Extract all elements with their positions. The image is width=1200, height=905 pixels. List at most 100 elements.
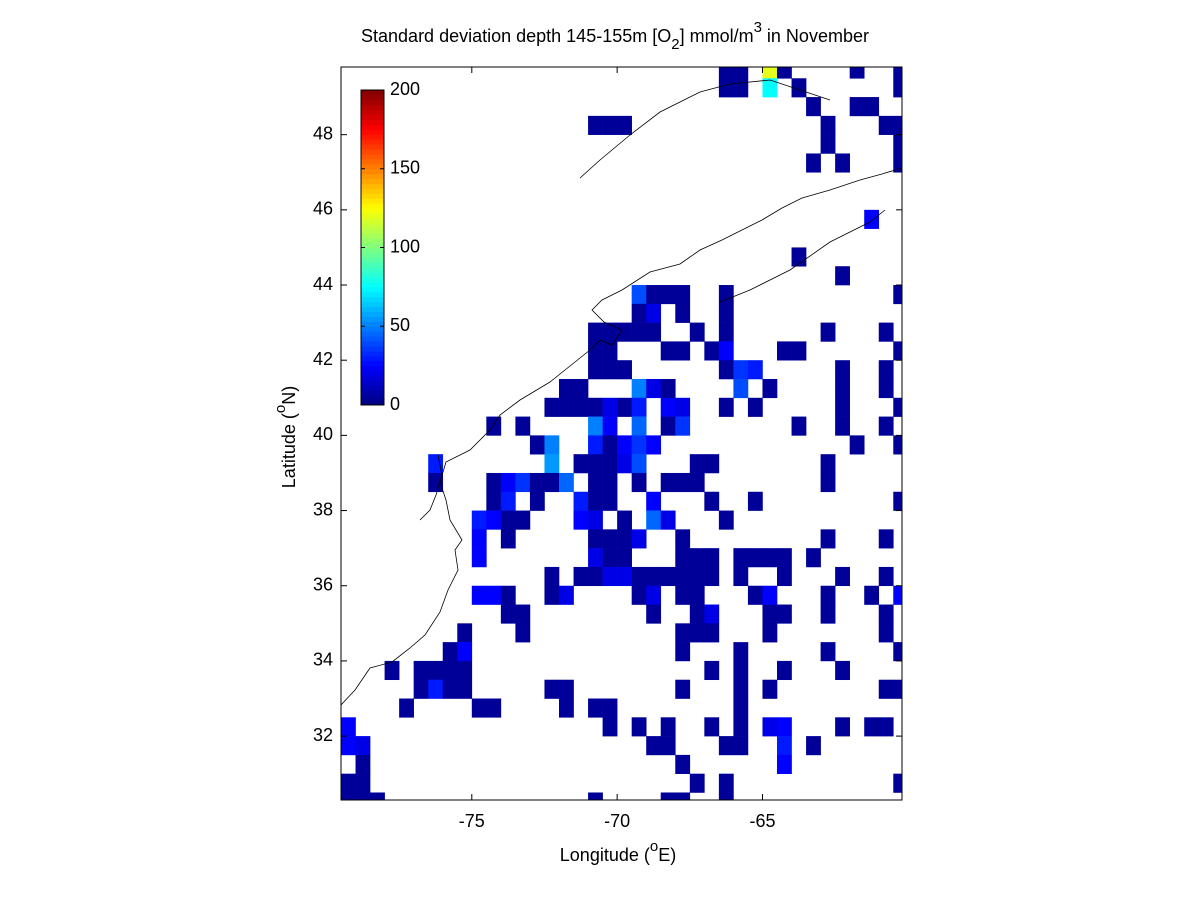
cell: [399, 698, 414, 718]
cell: [675, 566, 691, 587]
colorbar-swatch: [361, 291, 384, 298]
x-tick-label: -75: [459, 811, 485, 831]
cell: [893, 115, 902, 135]
cell: [355, 736, 371, 756]
colorbar-swatch: [361, 360, 384, 367]
colorbar-swatch: [361, 257, 384, 263]
colorbar-swatch: [361, 336, 384, 342]
cell: [675, 397, 691, 417]
y-tick-label: 44: [313, 274, 333, 294]
cell: [529, 491, 545, 511]
cell: [820, 454, 836, 474]
cell: [849, 67, 865, 79]
colorbar-swatch: [361, 198, 384, 204]
cell: [617, 548, 632, 568]
cell: [660, 792, 676, 800]
y-tick-label: 48: [313, 123, 333, 143]
cell: [617, 397, 632, 417]
colorbar-swatch: [361, 153, 384, 160]
cell: [544, 472, 560, 493]
colorbar-swatch: [361, 286, 384, 293]
colorbar-swatch: [361, 109, 384, 116]
cell: [689, 566, 705, 587]
cell: [718, 397, 734, 417]
cell: [559, 472, 574, 493]
cell: [486, 472, 502, 493]
cell: [602, 322, 618, 342]
cell: [733, 736, 749, 756]
cell: [835, 717, 850, 737]
cell: [675, 341, 691, 361]
colorbar-swatch: [361, 144, 384, 150]
cell: [486, 510, 502, 530]
cell: [588, 360, 603, 380]
colorbar-swatch: [361, 267, 384, 273]
colorbar-tick-label: 0: [390, 394, 400, 414]
cell: [733, 717, 749, 737]
cell: [457, 623, 473, 643]
colorbar-swatch: [361, 217, 384, 224]
colorbar-tick-label: 100: [390, 236, 420, 256]
cell: [718, 360, 734, 380]
label-part: Standard deviation depth 145-155m [O: [361, 26, 671, 46]
cell: [428, 472, 444, 493]
cell: [660, 397, 676, 417]
cell: [777, 660, 792, 681]
cell: [835, 416, 850, 436]
cell: [646, 736, 662, 756]
cell: [544, 585, 560, 605]
cell: [806, 97, 821, 117]
cell: [733, 360, 749, 380]
cell: [588, 322, 603, 342]
colorbar-swatch: [361, 321, 384, 327]
cell: [733, 698, 749, 718]
colorbar-tick-label: 200: [390, 79, 420, 99]
cell: [689, 548, 705, 568]
colorbar-swatch: [361, 193, 384, 199]
cell: [733, 378, 749, 399]
cell: [733, 78, 749, 98]
cell: [864, 717, 880, 737]
label-part: Longitude (: [560, 845, 650, 865]
cell: [762, 548, 778, 568]
cell: [820, 472, 836, 493]
cell: [791, 247, 807, 267]
cell: [849, 97, 865, 117]
cell: [893, 585, 902, 605]
cell: [588, 416, 603, 436]
cell: [529, 435, 545, 455]
cell: [588, 115, 603, 135]
cell: [704, 717, 720, 737]
cell: [588, 435, 603, 455]
cell: [631, 454, 647, 474]
colorbar-swatch: [361, 341, 384, 347]
colorbar-swatch: [361, 188, 384, 194]
cell: [602, 698, 618, 718]
cell: [588, 397, 603, 417]
cell: [529, 472, 545, 493]
cell: [675, 623, 691, 643]
cell: [500, 510, 516, 530]
cell: [733, 67, 749, 79]
colorbar-swatch: [361, 129, 384, 135]
cell: [660, 510, 676, 530]
cell: [660, 717, 676, 737]
colorbar-swatch: [361, 326, 384, 332]
y-tick-label: 34: [313, 650, 333, 670]
cell: [646, 585, 662, 605]
cell: [370, 792, 385, 800]
cell: [718, 303, 734, 323]
cell: [617, 115, 632, 135]
cell: [820, 529, 836, 549]
cell: [602, 566, 618, 587]
cell: [515, 604, 531, 624]
cell: [486, 416, 502, 436]
cell: [777, 604, 792, 624]
cell: [733, 548, 749, 568]
cell: [660, 736, 676, 756]
cell: [820, 115, 836, 135]
cell: [704, 454, 720, 474]
cell: [893, 679, 902, 699]
colorbar-swatch: [361, 173, 384, 180]
cell: [675, 529, 691, 549]
